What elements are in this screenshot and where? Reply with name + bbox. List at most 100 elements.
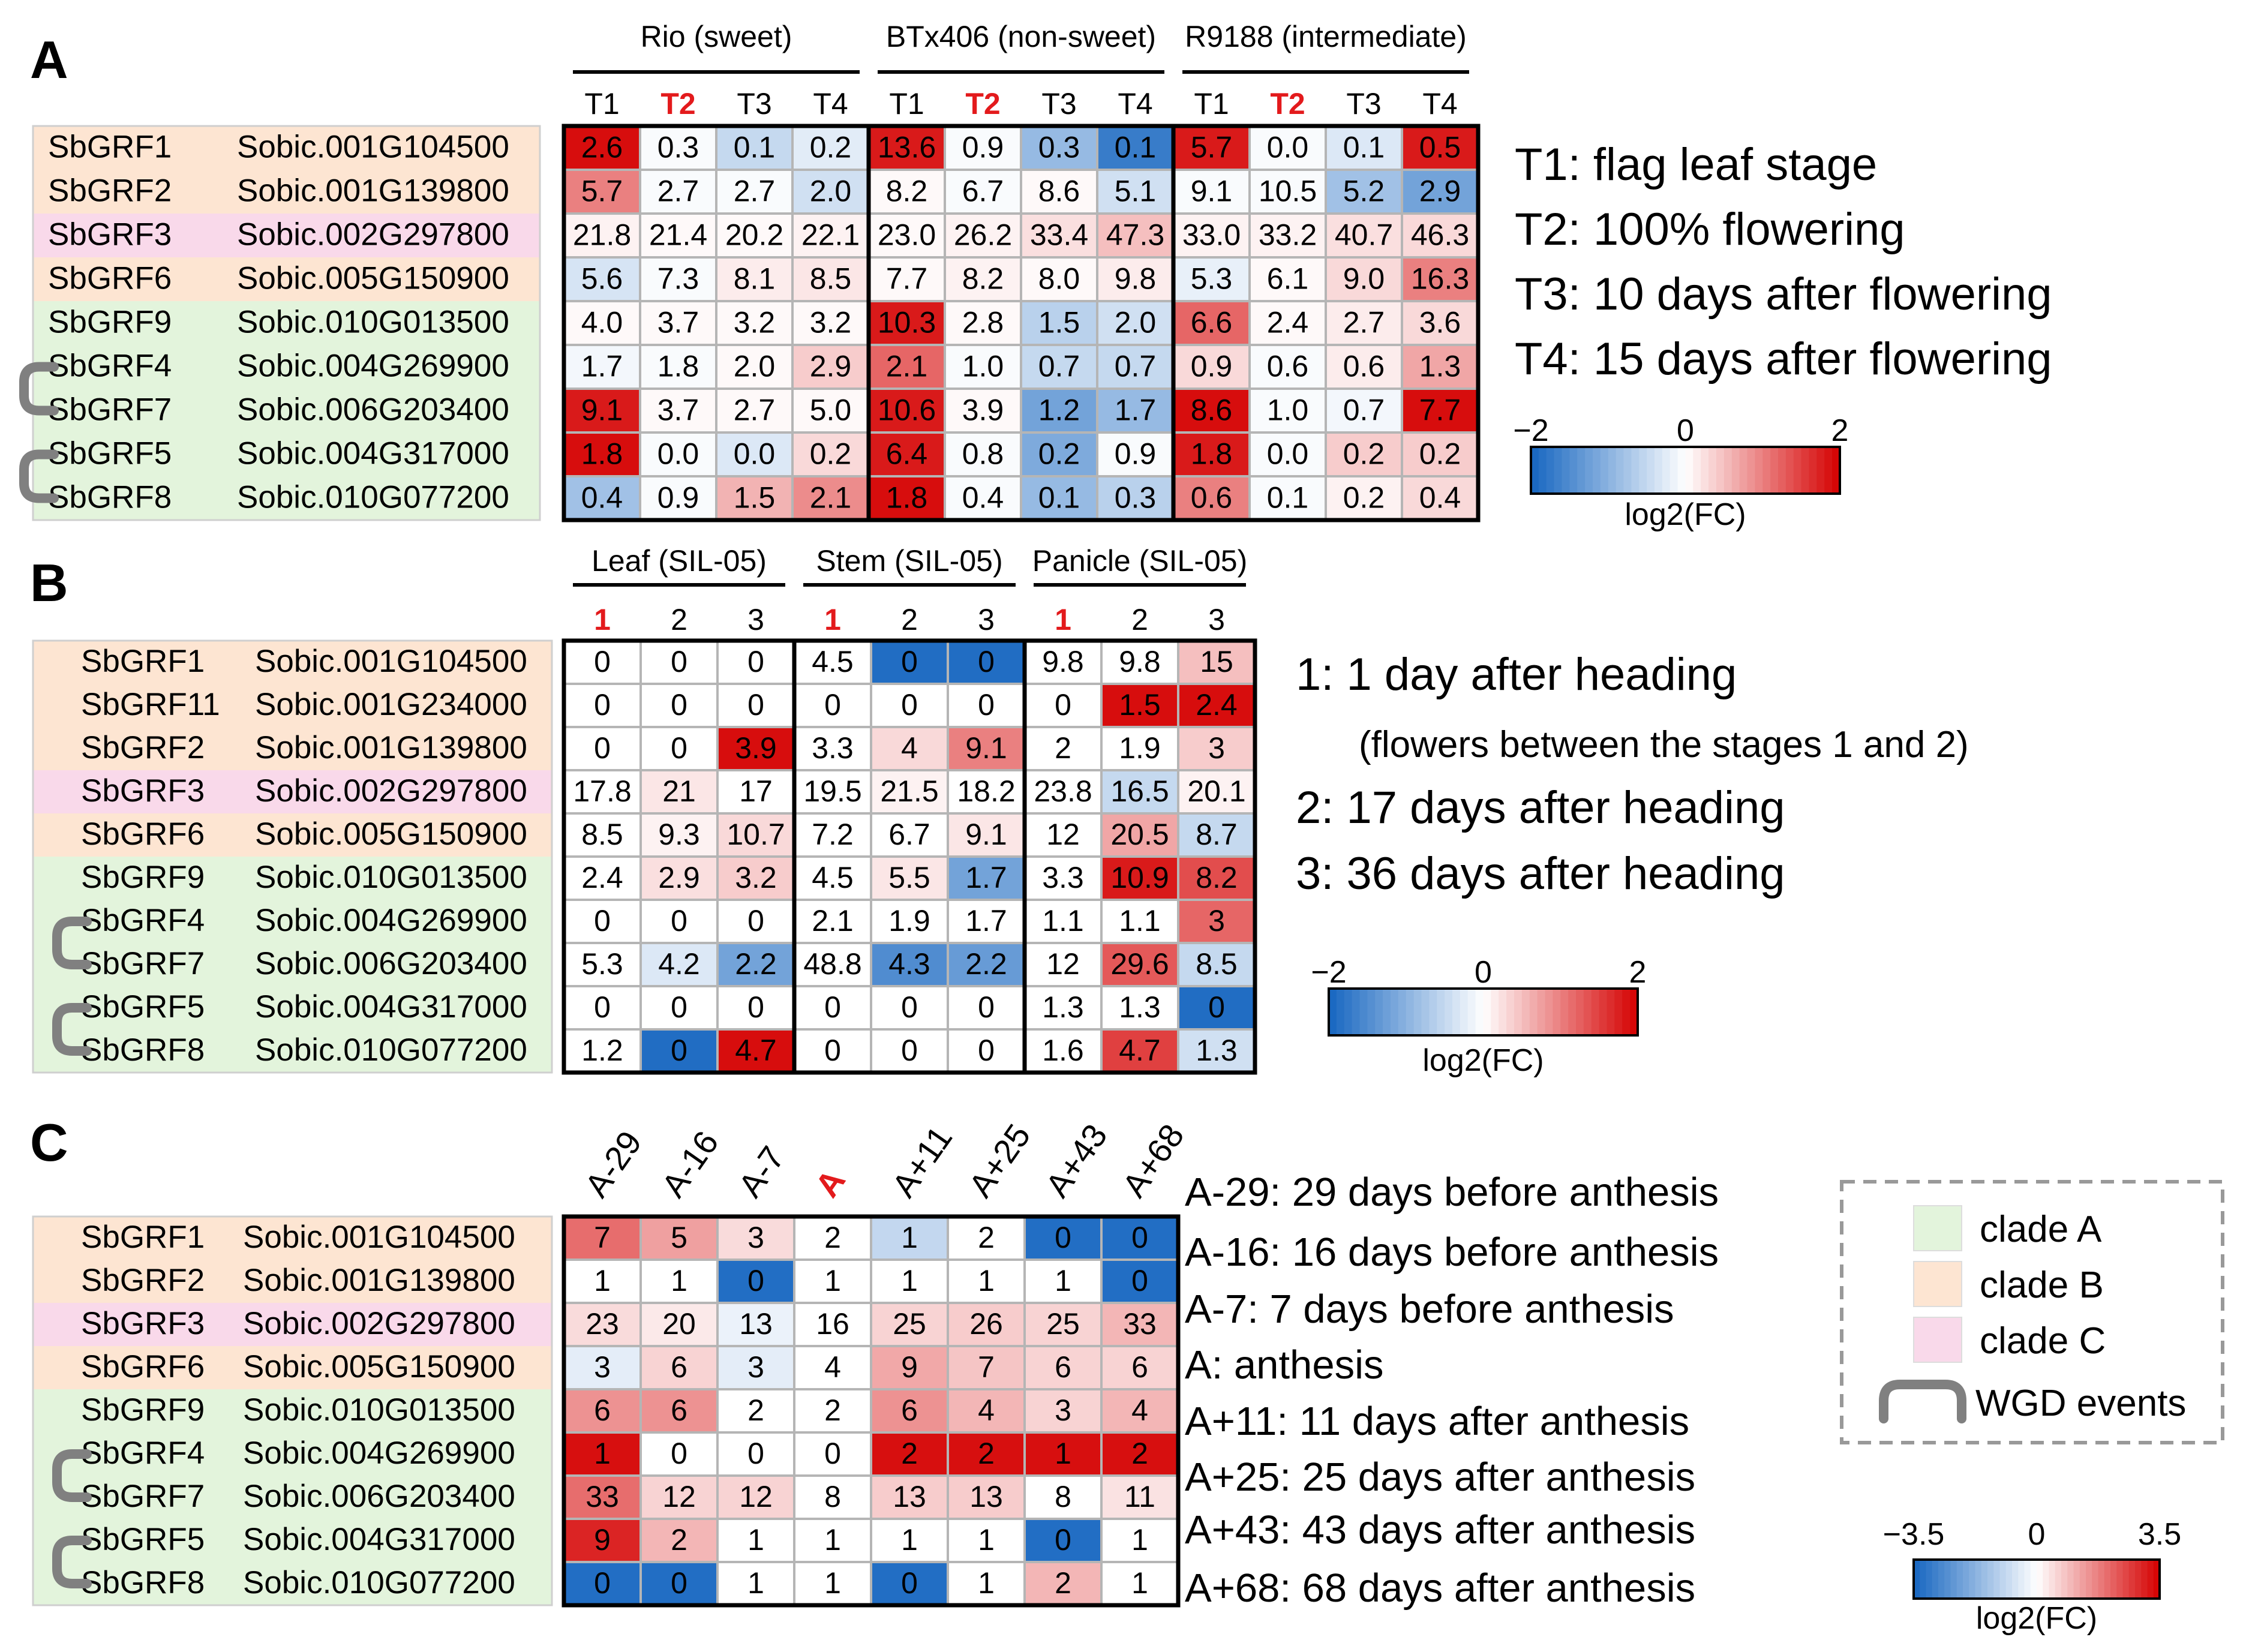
cell-value: 0 bbox=[1055, 1221, 1071, 1254]
scale-swatch bbox=[1677, 447, 1686, 494]
cell-value: 1 bbox=[1055, 1437, 1071, 1470]
cell-value: 0 bbox=[747, 990, 764, 1024]
cell-value: 15 bbox=[1200, 645, 1233, 678]
heatmap-cell bbox=[947, 1302, 1026, 1347]
heatmap-cell bbox=[793, 1258, 872, 1304]
cell-value: 1.7 bbox=[965, 861, 1007, 894]
cell-value: 1 bbox=[1131, 1566, 1148, 1600]
cell-value: 0.2 bbox=[1343, 437, 1385, 471]
cell-value: 4.5 bbox=[812, 645, 854, 678]
stage-note: T1: flag leaf stage bbox=[1515, 139, 1877, 190]
column-header: T4 bbox=[813, 87, 848, 121]
heatmap-cell bbox=[639, 388, 717, 434]
cell-value: 0 bbox=[1055, 688, 1071, 722]
cell-value: 0.2 bbox=[810, 131, 852, 164]
row-label-background bbox=[33, 257, 540, 301]
cell-value: 33 bbox=[585, 1480, 619, 1513]
row-label-background bbox=[33, 1519, 552, 1562]
cell-value: 2.9 bbox=[658, 861, 700, 894]
heatmap-cell bbox=[870, 1388, 949, 1434]
scale-swatch bbox=[1437, 989, 1445, 1035]
group-header: Leaf (SIL-05) bbox=[591, 544, 767, 578]
scale-label: log2(FC) bbox=[1422, 1043, 1544, 1078]
heatmap-panel-a: SbGRF1 Sobic.001G104500 SbGRF2 Sobic.001G13… bbox=[19, 20, 2052, 532]
gene-id: Sobic.005G150900 bbox=[255, 816, 527, 852]
cell-value: 3.2 bbox=[735, 861, 777, 894]
heatmap-frame bbox=[562, 638, 1257, 1075]
cell-value: 1 bbox=[824, 1264, 841, 1297]
cell-value: 9 bbox=[901, 1350, 918, 1384]
gene-name: SbGRF6 bbox=[81, 816, 205, 852]
cell-value: 0 bbox=[824, 990, 841, 1024]
gene-name: SbGRF2 bbox=[48, 173, 172, 209]
gene-name: SbGRF1 bbox=[81, 644, 205, 679]
scale-swatch bbox=[2104, 1560, 2111, 1599]
cell-value: 7.7 bbox=[1419, 394, 1461, 427]
cell-value: 5.0 bbox=[810, 394, 852, 427]
heatmap-cell bbox=[1325, 475, 1403, 521]
heatmap-cell bbox=[870, 683, 949, 728]
cell-value: 16.3 bbox=[1411, 262, 1469, 296]
scale-swatch bbox=[1999, 1560, 2007, 1599]
heatmap-cell bbox=[1177, 942, 1256, 987]
cell-value: 9.3 bbox=[658, 818, 700, 851]
cell-value: 2.4 bbox=[1196, 688, 1238, 722]
gene-name: SbGRF8 bbox=[81, 1565, 205, 1600]
scale-swatch bbox=[2141, 1560, 2148, 1599]
scale-swatch bbox=[1926, 1560, 1933, 1599]
scale-swatch bbox=[1950, 1560, 1957, 1599]
cell-value: 3 bbox=[747, 1350, 764, 1384]
scale-swatch bbox=[2012, 1560, 2019, 1599]
scale-label: log2(FC) bbox=[1625, 497, 1746, 532]
scale-swatch bbox=[2110, 1560, 2118, 1599]
cell-value: 23 bbox=[585, 1307, 619, 1341]
cell-value: 1.8 bbox=[657, 350, 699, 383]
scale-swatch bbox=[1529, 989, 1538, 1035]
scale-swatch bbox=[1944, 1560, 1951, 1599]
cell-value: 8 bbox=[1055, 1480, 1071, 1513]
column-header: T1 bbox=[1194, 87, 1229, 121]
gene-id: Sobic.001G139800 bbox=[237, 173, 509, 209]
stage-note: A-16: 16 days before anthesis bbox=[1185, 1230, 1719, 1275]
gene-name: SbGRF8 bbox=[81, 1032, 205, 1068]
cell-value: 20 bbox=[662, 1307, 696, 1341]
row-label-frame bbox=[32, 639, 553, 1074]
scale-swatch bbox=[1429, 989, 1438, 1035]
cell-value: 3 bbox=[1208, 731, 1225, 765]
scale-swatch bbox=[1932, 1560, 1939, 1599]
scale-swatch bbox=[1344, 989, 1353, 1035]
scale-swatch bbox=[1708, 447, 1717, 494]
heatmap-cell bbox=[716, 1518, 795, 1563]
cell-value: 5.6 bbox=[581, 262, 623, 296]
cell-value: 1.9 bbox=[1119, 731, 1161, 765]
column-header: T4 bbox=[1422, 87, 1457, 121]
gene-name: SbGRF4 bbox=[48, 349, 172, 384]
heatmap-cell bbox=[1248, 388, 1327, 434]
scale-swatch bbox=[1599, 989, 1608, 1035]
heatmap-cell bbox=[1096, 256, 1175, 302]
heatmap-cell bbox=[1177, 855, 1256, 901]
cell-value: 0.7 bbox=[1343, 394, 1385, 427]
heatmap-cell bbox=[1100, 1431, 1179, 1477]
cell-value: 33.4 bbox=[1030, 218, 1088, 252]
heatmap-cell bbox=[716, 899, 795, 944]
scale-swatch bbox=[1716, 447, 1725, 494]
gene-name: SbGRF4 bbox=[81, 1435, 205, 1471]
gene-id: Sobic.010G077200 bbox=[237, 480, 509, 515]
scale-swatch bbox=[2147, 1560, 2154, 1599]
cell-value: 4.0 bbox=[581, 306, 623, 340]
heatmap-cell bbox=[867, 475, 946, 521]
cell-value: 6.1 bbox=[1267, 262, 1309, 296]
cell-value: 0.1 bbox=[1115, 131, 1157, 164]
cell-value: 1 bbox=[594, 1437, 611, 1470]
cell-value: 6 bbox=[1055, 1350, 1071, 1384]
cell-value: 5.7 bbox=[581, 175, 623, 208]
cell-value: 1.5 bbox=[1119, 688, 1161, 722]
scale-swatch bbox=[2030, 1560, 2037, 1599]
cell-value: 3 bbox=[747, 1221, 764, 1254]
column-header: A+25 bbox=[961, 1117, 1038, 1204]
cell-value: 4.2 bbox=[658, 947, 700, 981]
row-label-background bbox=[33, 1432, 552, 1476]
cell-value: 2.8 bbox=[962, 306, 1004, 340]
gene-name: SbGRF9 bbox=[48, 305, 172, 340]
